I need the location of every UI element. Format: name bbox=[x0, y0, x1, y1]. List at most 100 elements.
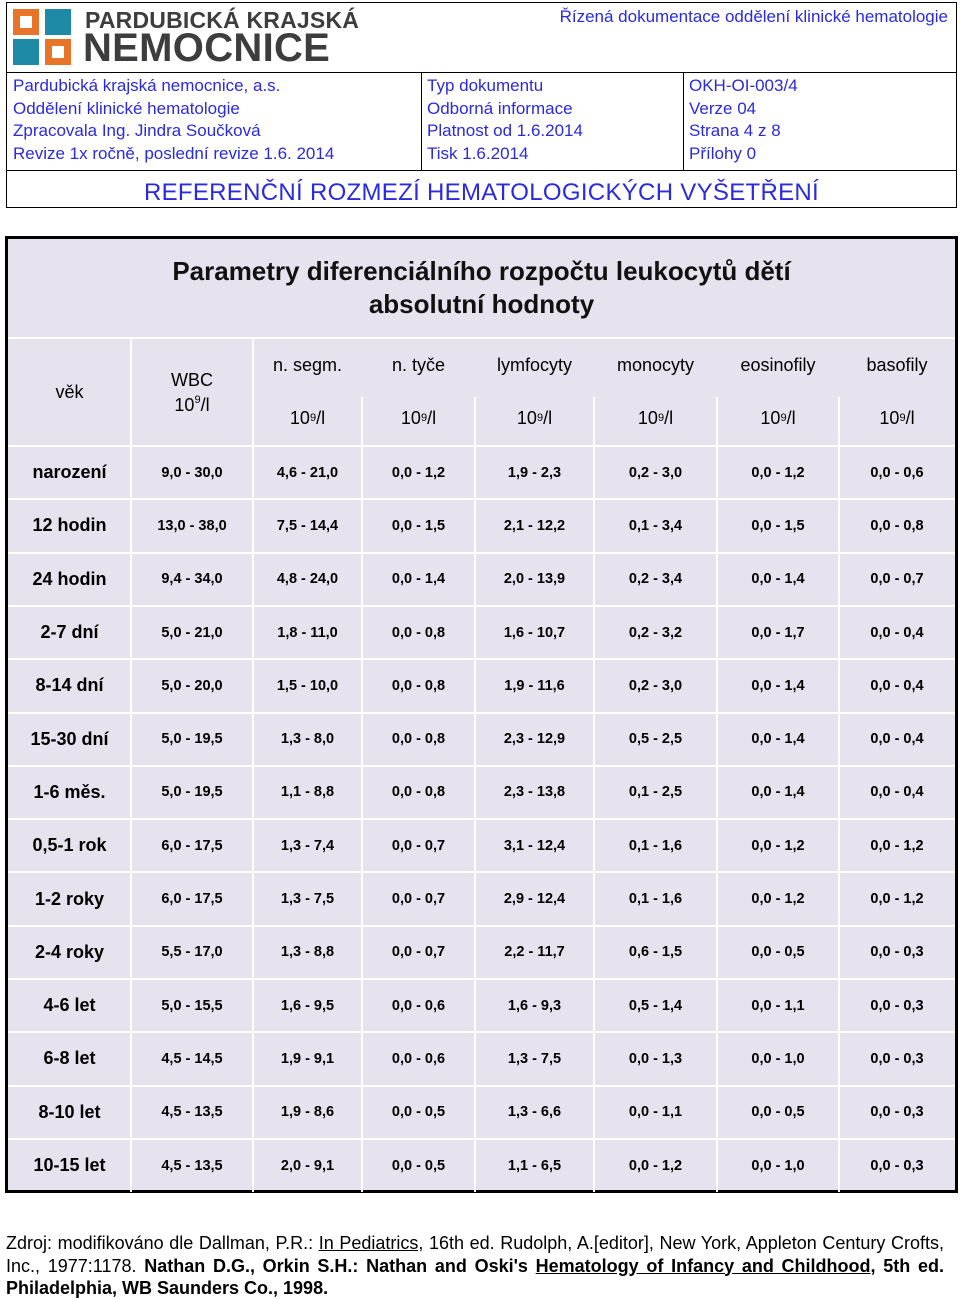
table-cell-value: 0,0 - 1,3 bbox=[628, 1050, 683, 1067]
table-cell-value: 0,0 - 0,3 bbox=[870, 1104, 924, 1121]
table-cell-value: 0,0 - 0,4 bbox=[870, 624, 924, 641]
wbc-unit: 109/l bbox=[174, 391, 209, 416]
document-category: Řízená dokumentace oddělení klinické hem… bbox=[559, 7, 948, 26]
table-cell-value: 9,4 - 34,0 bbox=[161, 571, 223, 588]
column-unit-3: 10 9/l bbox=[475, 391, 594, 446]
row-age-label: 12 hodin bbox=[32, 515, 107, 536]
table-cell-value: 0,0 - 0,4 bbox=[870, 784, 924, 801]
unit-suffix: /l bbox=[200, 394, 210, 415]
table-cell-value: 0,0 - 1,5 bbox=[751, 517, 805, 534]
hospital-logo-icon bbox=[13, 9, 71, 65]
table-cell-value: 0,0 - 0,5 bbox=[391, 1104, 446, 1121]
document-header: PARDUBICKÁ KRAJSKÁ NEMOCNICE Řízená doku… bbox=[6, 2, 957, 208]
table-cell-value: 0,0 - 0,3 bbox=[870, 997, 924, 1014]
table-cell-value: 0,0 - 0,7 bbox=[391, 891, 446, 908]
table-cell-value: 0,5 - 2,5 bbox=[628, 731, 683, 748]
header-organization-block: Pardubická krajská nemocnice, a.s. Odděl… bbox=[13, 75, 334, 165]
doc-type-value: Odborná informace bbox=[427, 98, 573, 118]
reference-range-table: Parametry diferenciálního rozpočtu leuko… bbox=[5, 236, 958, 1193]
author: Zpracovala Ing. Jindra Součková bbox=[13, 121, 261, 140]
column-unit-1: 10 9/l bbox=[253, 391, 362, 446]
grid-line bbox=[8, 1084, 955, 1087]
row-age-label: 1-6 měs. bbox=[33, 781, 106, 802]
table-cell-value: 0,0 - 1,4 bbox=[751, 677, 805, 694]
table-cell-value: 9,0 - 30,0 bbox=[161, 464, 223, 481]
table-cell-value: 2,3 - 13,8 bbox=[503, 784, 566, 801]
grid-line bbox=[8, 871, 955, 874]
table-cell-value: 0,0 - 1,4 bbox=[391, 571, 446, 588]
unit-exponent: 9 bbox=[780, 411, 787, 424]
table-cell-value: 0,0 - 1,2 bbox=[751, 837, 805, 854]
table-cell-value: 5,0 - 19,5 bbox=[161, 784, 223, 801]
grid-line bbox=[8, 818, 955, 821]
unit-exponent: 9 bbox=[309, 411, 317, 424]
table-cell-value: 1,3 - 7,5 bbox=[507, 1050, 562, 1067]
citation-part: 16th ed. Rudolph, A.[editor], New York, … bbox=[6, 1233, 944, 1276]
header-doc-id-block: OKH-OI-003/4 Verze 04 Strana 4 z 8 Přílo… bbox=[689, 75, 798, 165]
table-cell-value: 0,0 - 0,5 bbox=[751, 944, 805, 961]
column-header-3: lymfocyty bbox=[496, 354, 572, 375]
table-cell-value: 0,0 - 1,7 bbox=[751, 624, 805, 641]
header-divider bbox=[421, 73, 422, 170]
citation-part: Nathan D.G., Orkin S.H.: Nathan and Oski… bbox=[144, 1255, 536, 1276]
column-unit-6: 10 9/l bbox=[839, 391, 955, 446]
table-cell-value: 2,9 - 12,4 bbox=[503, 891, 566, 908]
table-cell-value: 1,3 - 8,0 bbox=[280, 731, 335, 748]
unit-exponent: 9 bbox=[899, 411, 906, 424]
table-cell-value: 0,0 - 0,5 bbox=[751, 1104, 805, 1121]
print-date: Tisk 1.6.2014 bbox=[427, 143, 529, 163]
column-unit-2: 10 9/l bbox=[362, 391, 475, 446]
table-cell-value: 0,1 - 2,5 bbox=[628, 784, 683, 801]
table-cell-value: 5,0 - 21,0 bbox=[161, 624, 223, 641]
column-header-2: n. tyče bbox=[391, 354, 446, 375]
row-age-label: 1-2 roky bbox=[34, 888, 105, 909]
table-title-line1: Parametry diferenciálního rozpočtu leuko… bbox=[172, 256, 791, 286]
table-cell-value: 5,0 - 20,0 bbox=[161, 677, 223, 694]
wbc-label: WBC bbox=[171, 369, 213, 390]
row-age-label: narození bbox=[32, 462, 107, 483]
unit-exponent: 9 bbox=[194, 393, 201, 406]
table-cell-value: 1,8 - 11,0 bbox=[277, 624, 338, 641]
organization-name: Pardubická krajská nemocnice, a.s. bbox=[13, 76, 281, 95]
column-header-5: eosinofily bbox=[740, 354, 816, 375]
table-cell-value: 1,3 - 7,5 bbox=[280, 891, 335, 908]
grid-line bbox=[8, 711, 955, 714]
grid-line bbox=[838, 397, 840, 446]
doc-type-label: Typ dokumentu bbox=[427, 76, 544, 95]
table-cell-value: 0,0 - 1,2 bbox=[751, 464, 805, 481]
table-cell-value: 0,0 - 0,7 bbox=[391, 944, 446, 961]
column-header-age: věk bbox=[55, 382, 84, 402]
grid-line bbox=[8, 604, 955, 607]
table-cell-value: 1,1 - 6,5 bbox=[507, 1157, 562, 1174]
unit-base: 10 bbox=[879, 408, 900, 428]
grid-line bbox=[8, 445, 955, 447]
logo-text-line2: NEMOCNICE bbox=[83, 26, 331, 70]
unit-suffix: /l bbox=[664, 408, 674, 428]
header-doc-type-block: Typ dokumentu Odborná informace Platnost… bbox=[427, 75, 583, 165]
table-cell-value: 0,0 - 0,7 bbox=[870, 571, 924, 588]
table-cell-value: 1,9 - 8,6 bbox=[280, 1104, 335, 1121]
table-cell-value: 0,0 - 0,8 bbox=[391, 731, 446, 748]
table-cell-value: 5,5 - 17,0 bbox=[161, 944, 223, 961]
table-cell-value: 0,0 - 1,1 bbox=[628, 1104, 683, 1121]
table-cell-value: 0,0 - 1,2 bbox=[870, 891, 924, 908]
table-cell-value: 0,1 - 1,6 bbox=[628, 891, 683, 908]
table-cell-value: 13,0 - 38,0 bbox=[157, 517, 227, 534]
table-cell-value: 0,0 - 0,6 bbox=[391, 997, 446, 1014]
table-cell-value: 0,0 - 0,4 bbox=[870, 731, 924, 748]
table-title: Parametry diferenciálního rozpočtu leuko… bbox=[8, 239, 955, 339]
column-unit-5: 10 9/l bbox=[717, 391, 839, 446]
table-cell-value: 0,6 - 1,5 bbox=[628, 944, 683, 961]
table-cell-value: 0,0 - 1,5 bbox=[391, 517, 446, 534]
grid-line bbox=[8, 924, 955, 927]
unit-suffix: /l bbox=[427, 408, 437, 428]
table-cell-value: 1,3 - 6,6 bbox=[507, 1104, 562, 1121]
row-age-label: 4-6 let bbox=[43, 995, 96, 1016]
table-cell-value: 0,0 - 0,8 bbox=[391, 677, 446, 694]
grid-line bbox=[8, 551, 955, 554]
unit-base: 10 bbox=[760, 408, 781, 428]
table-cell-value: 0,1 - 3,4 bbox=[628, 517, 683, 534]
grid-line bbox=[361, 397, 363, 446]
logo-text-line1: PARDUBICKÁ KRAJSKÁ bbox=[85, 7, 360, 33]
header-divider bbox=[7, 170, 956, 171]
